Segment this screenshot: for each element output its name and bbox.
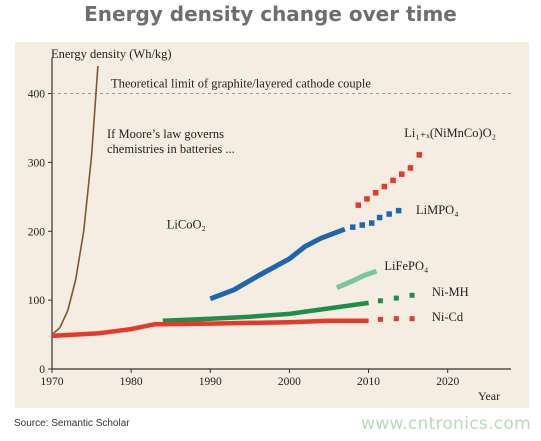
series-labels: LiCoO₂ LiMPO₄ LiFePO₄ Li₁₊ₓ(NiMnCo)O₂ Ni-MH N… — [167, 126, 496, 324]
y-axis-label: Energy density (Wh/kg) — [51, 47, 172, 61]
projection-mark-nimh-1 — [393, 295, 399, 301]
series-label-limpo4: LiMPO₄ — [416, 203, 459, 217]
series-line-moore — [51, 65, 99, 336]
projection-mark-limnco-4 — [390, 177, 396, 184]
y-tick-label-100: 100 — [28, 295, 46, 307]
projection-mark-limnco-7 — [416, 152, 422, 158]
series-line-licoo2 — [209, 226, 346, 302]
series-line-lifepo4 — [335, 268, 378, 290]
projection-mark-limpo4-0 — [376, 214, 383, 221]
series-label-licoo2: LiCoO₂ — [167, 218, 206, 232]
series-label-limnco: Li₁₊ₓ(NiMnCo)O₂ — [404, 126, 496, 140]
watermark: www.cntronics.com — [361, 414, 531, 434]
projection-mark-limnco-5 — [399, 171, 405, 177]
y-tick-label-0: 0 — [39, 364, 45, 376]
x-tick-label-1970: 1970 — [41, 376, 64, 388]
x-tick-label-2010: 2010 — [357, 376, 380, 388]
y-tick-label-300: 300 — [28, 157, 46, 169]
projection-mark-nicd-1 — [393, 316, 399, 322]
projection-mark-nicd-0 — [377, 316, 383, 322]
axis-ticks: 1970 1980 1990 2000 2010 2020 0 100 200 300 400 — [28, 89, 460, 388]
series-label-nimh: Ni-MH — [432, 285, 469, 299]
projection-mark-limnco-0 — [355, 202, 361, 208]
projection-mark-limnco-3 — [381, 183, 388, 190]
chart-panel: Theoretical limit of graphite/layered ca… — [15, 42, 529, 408]
projection-mark-limnco-6 — [407, 165, 414, 171]
projection-mark-limpo4-1 — [386, 211, 392, 217]
series-line-nimh — [162, 300, 369, 324]
y-tick-label-400: 400 — [28, 89, 46, 101]
series-line-nicd — [51, 318, 369, 339]
moore-annotation-line-1: If Moore’s law governs — [107, 127, 224, 141]
chart-svg: Theoretical limit of graphite/layered ca… — [28, 47, 511, 403]
x-tick-label-1990: 1990 — [199, 376, 222, 388]
x-tick-label-2020: 2020 — [436, 376, 459, 388]
projection-mark-limnco-1 — [364, 196, 370, 202]
projection-mark-nimh-0 — [377, 298, 383, 304]
projection-mark-licoo2-0 — [350, 224, 356, 230]
x-tick-label-2000: 2000 — [278, 376, 301, 388]
page-title: Energy density change over time — [84, 2, 457, 26]
y-tick-label-200: 200 — [28, 226, 46, 238]
projection-mark-nicd-2 — [409, 316, 415, 322]
projection-mark-licoo2-1 — [359, 222, 365, 228]
series-group — [51, 65, 422, 339]
source-caption: Source: Semantic Scholar — [14, 418, 130, 429]
x-tick-label-1980: 1980 — [120, 376, 143, 388]
projection-mark-limpo4-2 — [395, 207, 402, 214]
reference-line-label: Theoretical limit of graphite/layered ca… — [111, 77, 371, 91]
series-label-nicd: Ni-Cd — [432, 310, 464, 324]
moore-annotation-line-2: chemistries in batteries ... — [107, 142, 235, 156]
series-label-lifepo4: LiFePO₄ — [384, 259, 428, 273]
projection-mark-nimh-2 — [409, 292, 415, 298]
projection-mark-licoo2-2 — [369, 220, 375, 226]
projection-mark-limnco-2 — [372, 190, 379, 196]
x-axis-label: Year — [478, 389, 500, 403]
